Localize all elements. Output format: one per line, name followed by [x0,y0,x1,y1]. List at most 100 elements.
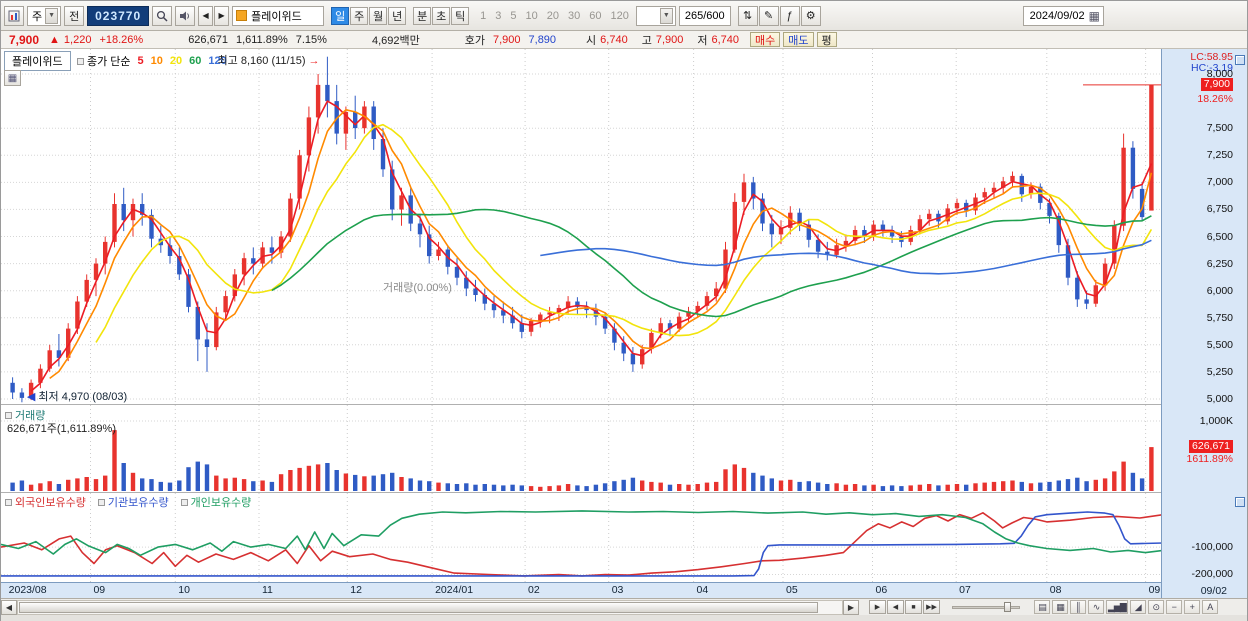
period-tab-주[interactable]: 주 [350,6,369,25]
date-picker[interactable]: 2024/09/02 ▦ [1022,5,1104,26]
stock-code-input[interactable] [87,5,150,26]
nav-start-button[interactable]: ▶ [869,600,886,614]
x-axis-label-09: 09 [93,584,106,596]
pane-grid-icon[interactable]: ▦ [4,70,21,86]
stock-tab[interactable]: 플레이위드 [4,51,71,71]
unit-button-초[interactable]: 초 [432,6,451,25]
period-tab-년[interactable]: 년 [388,6,407,25]
bottom-bar: ◀ ▶ ▶ ◀ ■ ▶▶ ▤ ▦ ║ ∿ ▂▅▇ ◢ ⊙ − + A [1,598,1247,615]
volume-pane: 거래량 626,671주(1,611.89%) [1,405,1163,493]
line-chart-icon[interactable]: ∿ [1088,600,1104,614]
x-axis-label-02: 02 [528,584,540,596]
scrollbar-thumb[interactable] [19,601,819,613]
scroll-right-icon[interactable]: ▶ [843,599,859,615]
price-tick-label: 7,250 [1206,149,1233,162]
nav-stop-button[interactable]: ■ [905,600,922,614]
interval-label-5[interactable]: 5 [510,9,517,22]
price-tick-label: 6,000 [1206,284,1233,297]
chart-scrollbar[interactable] [17,599,843,615]
open-price: 6,740 [600,33,628,46]
x-axis-label-08: 08 [1049,584,1062,596]
indicator-icon[interactable]: ƒ [779,5,800,26]
hc-value: HC:-3.19 [1190,62,1233,74]
scroll-left-icon[interactable]: ◀ [1,599,17,615]
x-axis-label-04: 04 [696,584,709,596]
compare-icon[interactable]: ⇅ [737,5,758,26]
chart-region: 플레이위드 ▦ 종가 단순 5 10 20 60 120 최고 8,160 (11/15… [1,49,1247,598]
x-axis-label-03: 03 [611,584,624,596]
low-arrow-icon: ◀ [26,391,36,404]
unit-button-틱[interactable]: 틱 [451,6,470,25]
avg-button[interactable]: 평 [816,32,837,47]
ma-period-5: 5 [137,55,144,67]
font-size-button[interactable]: A [1201,600,1218,614]
interval-label-60[interactable]: 60 [589,9,602,22]
slider-track [952,606,1020,609]
pane-expand-icon[interactable] [1235,55,1245,65]
volume-rate: 1,611.89% [235,33,288,46]
zoom-in-button[interactable]: + [1183,600,1200,614]
nav-prev-button[interactable]: ◀ [887,600,904,614]
legend-box-icon [77,58,84,65]
interval-label-1[interactable]: 1 [480,9,487,22]
holdings-legend-foreign: 외국인보유수량 [5,494,86,510]
bar-width-slider[interactable] [952,600,1020,614]
market-type-dropdown[interactable]: 주 ▼ [27,5,62,26]
legend-box-icon [97,499,105,506]
volume-chart-canvas[interactable] [1,405,1163,493]
zoom-icon[interactable]: ⊙ [1147,600,1164,614]
x-axis-label-10: 10 [178,584,190,596]
candle-chart-icon[interactable]: ║ [1070,600,1086,614]
prev-stock-button[interactable]: ◀ [198,5,214,26]
price-chart-canvas[interactable] [1,49,1163,405]
next-stock-button[interactable]: ▶ [214,5,230,26]
ma-period-120: 120 [208,55,227,67]
price-change: 1,220 [63,33,92,46]
ma-period-list: 5 10 20 60 120 [138,55,227,67]
volume-overlay-label: 거래량(0.00%) [383,282,452,294]
price-tick-label: 6,500 [1206,230,1233,243]
x-axis-label-07: 07 [959,584,971,596]
interval-label-3[interactable]: 3 [495,9,502,22]
draw-icon[interactable]: ✎ [758,5,779,26]
zoom-out-button[interactable]: − [1165,600,1182,614]
buy-button[interactable]: 매수 [750,32,781,47]
x-axis-right-date: 09/02 [1200,585,1227,597]
bar-count-display[interactable]: 265/600 [678,5,731,26]
area-chart-icon[interactable]: ◢ [1129,600,1146,614]
sound-icon[interactable] [175,5,196,26]
sell-button[interactable]: 매도 [783,32,814,47]
slider-thumb[interactable] [1004,602,1011,612]
interval-label-30[interactable]: 30 [568,9,581,22]
search-icon[interactable] [152,5,173,26]
bar-chart-icon[interactable]: ▂▅▇ [1106,600,1128,614]
interval-label-20[interactable]: 20 [546,9,559,22]
screen-layout-icon[interactable]: ▤ [1034,600,1050,614]
interval-label-10[interactable]: 10 [525,9,538,22]
all-button[interactable]: 전 [64,5,85,26]
x-axis-label-09: 09 [1148,584,1161,596]
interval-label-group: 1 3 5 10 20 30 60 120 [476,10,633,22]
calendar-icon[interactable]: ▦ [1088,8,1100,23]
x-axis-label-2024/01: 2024/01 [435,584,474,596]
holdings-legend-label: 기관보유수량 [107,497,169,509]
holdings-chart-canvas[interactable] [1,493,1163,582]
holdings-axis-label: -100,000 [1191,541,1233,553]
settings-gear-icon[interactable]: ⚙ [800,5,821,26]
unit-button-분[interactable]: 분 [413,6,432,25]
chevron-down-icon[interactable]: ▼ [659,7,673,24]
holdings-legend-individual: 개인보유수량 [180,494,251,510]
period-tab-월[interactable]: 월 [369,6,388,25]
interval-dropdown[interactable]: ▼ [635,5,676,26]
multi-chart-icon[interactable]: ▦ [1052,600,1068,614]
pane-expand-icon[interactable] [1235,497,1245,507]
volume-value: 626,671 [188,33,228,46]
chevron-down-icon[interactable]: ▼ [45,7,59,24]
nav-end-button[interactable]: ▶▶ [923,600,940,614]
interval-label-120[interactable]: 120 [610,9,629,22]
price-change-pct: +18.26% [99,33,144,46]
period-tab-일[interactable]: 일 [331,6,350,25]
chart-menu-icon[interactable] [4,5,24,26]
